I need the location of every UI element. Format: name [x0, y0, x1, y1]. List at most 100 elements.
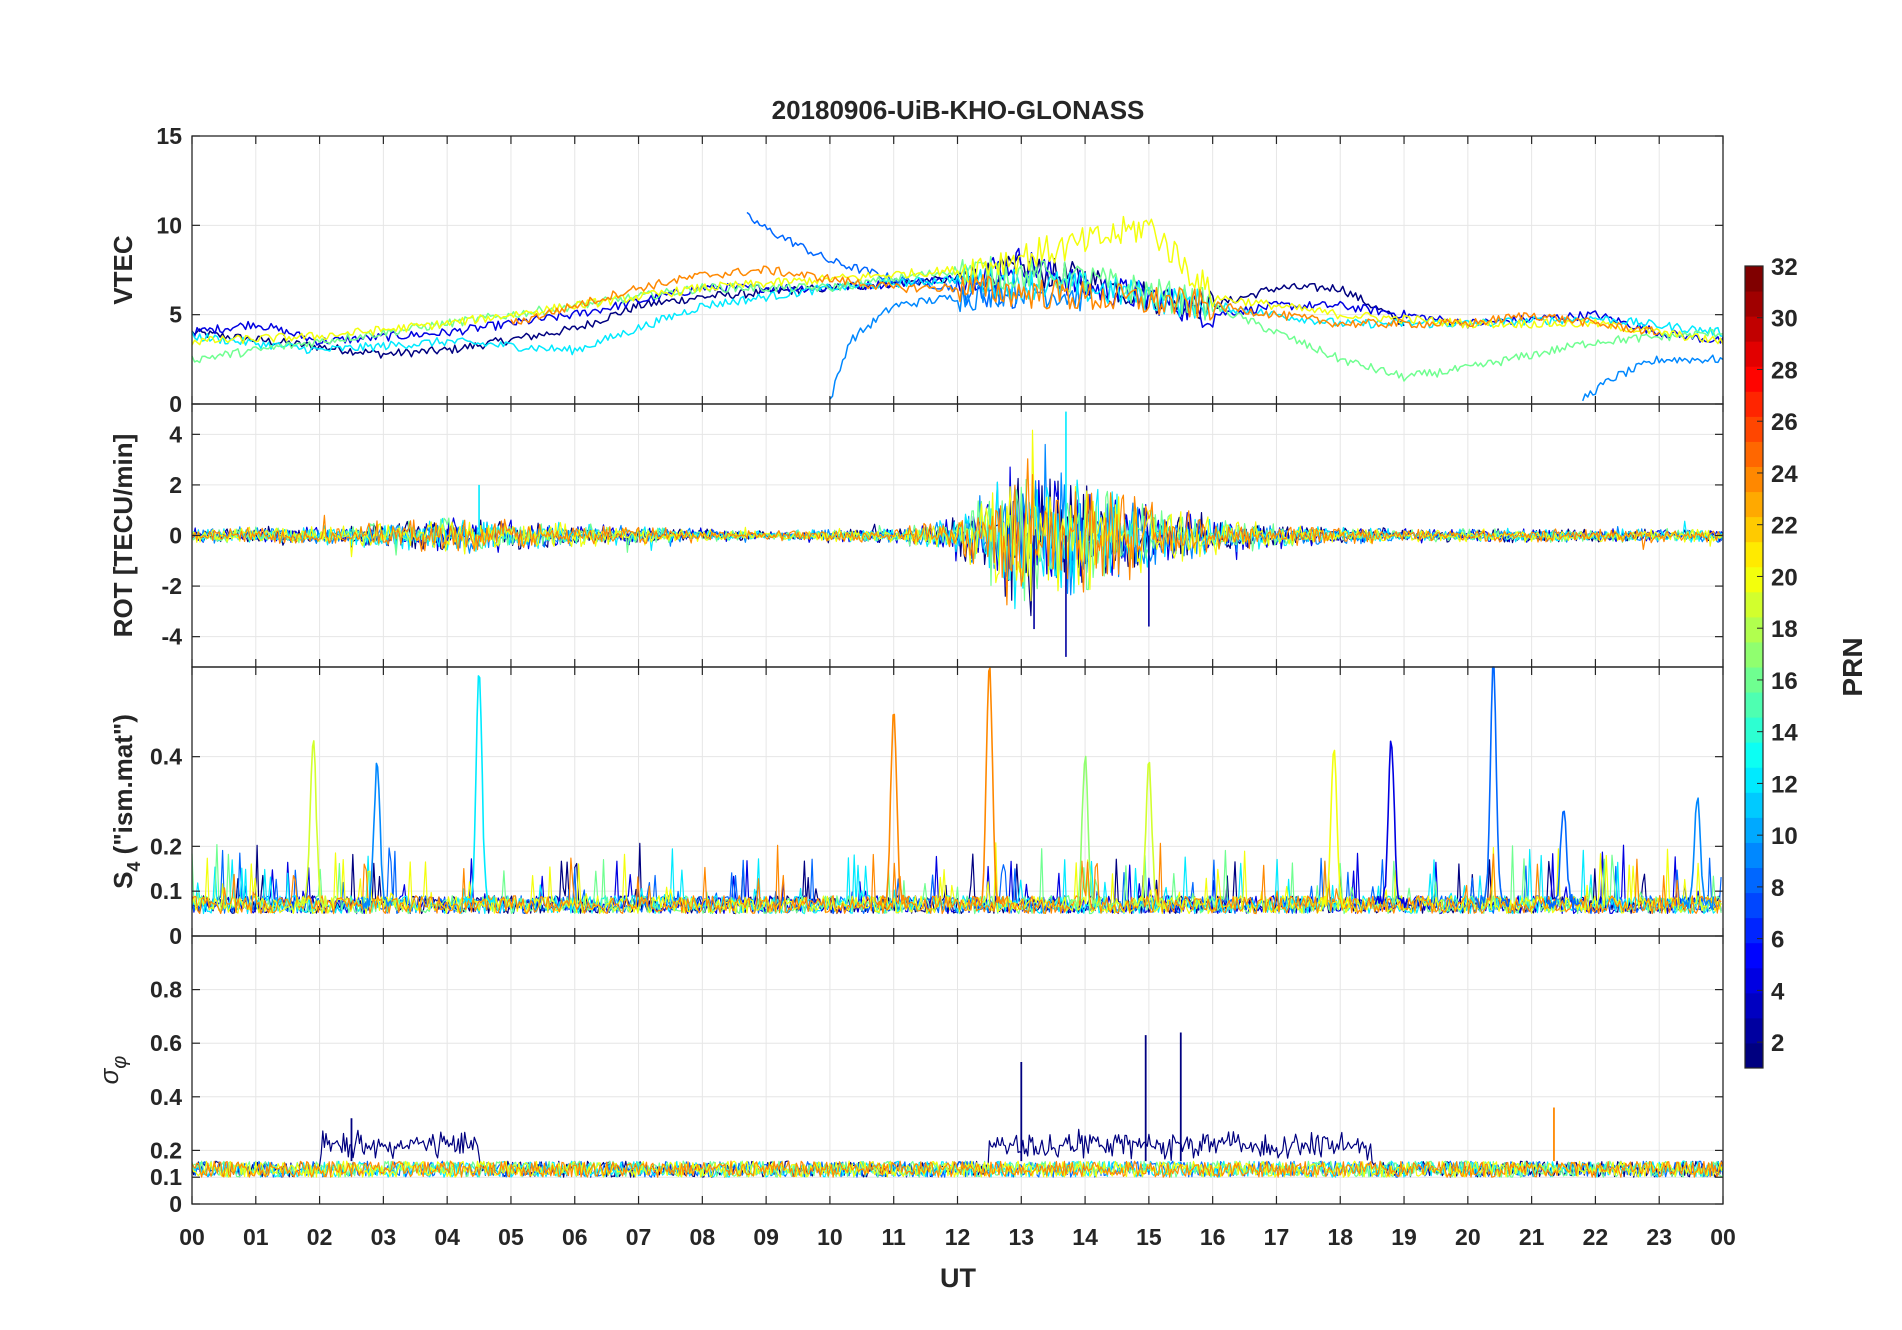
x-tick-label: 20	[1455, 1224, 1481, 1250]
colorbar-label: PRN	[1837, 637, 1868, 696]
colorbar-cell	[1745, 566, 1763, 593]
colorbar-cell	[1745, 516, 1763, 543]
sigma-phi-ytick-label: 0.1	[150, 1164, 182, 1190]
x-tick-label: 13	[1008, 1224, 1034, 1250]
s4-peak-line	[1317, 749, 1351, 909]
colorbar-cell	[1745, 441, 1763, 467]
colorbar-cell	[1745, 616, 1763, 643]
s4-ylabel: S4 ("ism.mat")	[108, 714, 144, 889]
colorbar-cell	[1745, 291, 1763, 317]
colorbar-cell	[1745, 817, 1763, 843]
vtec-series-line	[191, 215, 1724, 346]
rot-ylabel: ROT [TECU/min]	[108, 434, 138, 638]
rot-ytick-label: -4	[162, 624, 183, 650]
vtec-ytick-label: 0	[169, 391, 182, 417]
colorbar-tick-label: 12	[1771, 771, 1798, 798]
x-tick-label: 15	[1136, 1224, 1162, 1250]
sigma-phi-series-line	[191, 1160, 1724, 1178]
sigma-phi-ytick-label: 0	[169, 1191, 182, 1217]
vtec-series	[191, 211, 1724, 402]
x-tick-label: 18	[1327, 1224, 1353, 1250]
sigma-phi-ytick-label: 0.8	[150, 977, 182, 1003]
rot-ytick-label: 2	[169, 472, 182, 498]
x-tick-label: 22	[1583, 1224, 1609, 1250]
colorbar-tick-label: 24	[1771, 461, 1798, 488]
s4-panel: 0 0.1 0.2 0.4 S4 ("ism.mat")	[108, 666, 1724, 949]
colorbar-cell	[1745, 416, 1763, 442]
colorbar-cell	[1745, 391, 1763, 417]
colorbar-cell	[1745, 1017, 1763, 1044]
rot-series-line	[191, 429, 1724, 602]
x-tick-label: 09	[753, 1224, 779, 1250]
vtec-panel: 0 5 10 15 VTEC	[108, 123, 1724, 417]
x-tick-label: 10	[817, 1224, 843, 1250]
s4-peak-line	[1680, 797, 1715, 910]
x-tick-label: 00	[179, 1224, 205, 1250]
sigma-phi-ytick-label: 0.6	[150, 1030, 182, 1056]
x-tick-label: 07	[626, 1224, 652, 1250]
s4-ytick-label: 0.1	[150, 878, 182, 904]
colorbar-cell	[1745, 692, 1763, 718]
colorbar-tick-label: 4	[1771, 978, 1785, 1005]
sigma-phi-ylabel: σφ	[94, 1056, 131, 1085]
vtec-ytick-label: 5	[169, 302, 182, 328]
colorbar-cell	[1745, 942, 1763, 969]
colorbar-tick-label: 8	[1771, 875, 1784, 902]
colorbar-cell	[1745, 466, 1763, 493]
colorbar-tick-label: 32	[1771, 254, 1798, 281]
vtec-series-line	[191, 254, 1405, 359]
x-tick-labels: 00 01 02 03 04 05 06 07 08 09 10 11 12 13 14 15 16 17 18 19…	[179, 1224, 1736, 1250]
sigma-phi-panel: 00.10.2 0.4 0.6 0.8 σφ	[94, 935, 1724, 1217]
colorbar-cell	[1745, 792, 1763, 818]
rot-ytick-label: 4	[169, 421, 182, 447]
s4-series-line	[191, 842, 1722, 915]
rot-ytick-label: -2	[162, 573, 182, 599]
vtec-series-line	[191, 255, 1724, 382]
x-tick-label: 14	[1072, 1224, 1098, 1250]
s4-ytick-label: 0.2	[150, 833, 182, 859]
x-tick-label: 05	[498, 1224, 524, 1250]
colorbar-cell	[1745, 717, 1763, 743]
x-tick-label: 00	[1710, 1224, 1736, 1250]
sigma-phi-series-line	[191, 1160, 1724, 1178]
vtec-series-line	[191, 263, 1724, 356]
vtec-series-line	[510, 265, 1660, 336]
vtec-ylabel: VTEC	[108, 235, 138, 305]
colorbar-cell	[1745, 867, 1763, 894]
x-tick-label: 02	[307, 1224, 333, 1250]
s4-peak-line	[1546, 810, 1580, 910]
colorbar-frame	[1744, 265, 1764, 1069]
colorbar-cell	[1745, 1042, 1763, 1069]
colorbar-tick-label: 22	[1771, 513, 1798, 540]
colorbar-tick-label: 18	[1771, 616, 1798, 643]
colorbar-tick-label: 14	[1771, 720, 1798, 747]
colorbar-tick-label: 20	[1771, 564, 1798, 591]
colorbar-tick-label: 26	[1771, 409, 1798, 436]
s4-peak-line	[1068, 755, 1102, 908]
rot-series-line	[191, 479, 1724, 610]
x-tick-label: 11	[882, 1224, 907, 1250]
x-tick-label: 19	[1391, 1224, 1417, 1250]
x-tick-label: 16	[1200, 1224, 1226, 1250]
s4-ytick-label: 0	[169, 923, 182, 949]
colorbar-tick-label: 10	[1771, 823, 1798, 850]
s4-peak-line	[1476, 666, 1511, 910]
s4-peak-line	[972, 667, 1006, 907]
s4-peak-line	[1132, 761, 1165, 910]
sigma-phi-yticks: 00.10.2 0.4 0.6 0.8	[150, 936, 1724, 1217]
x-tick-label: 17	[1264, 1224, 1290, 1250]
rot-yticks: -4 -2 0 2 4	[162, 404, 1724, 667]
sigma-phi-ytick-label: 0.2	[150, 1137, 182, 1163]
s4-series-line	[191, 844, 1722, 915]
colorbar-cell	[1745, 641, 1763, 668]
colorbar-cell	[1745, 742, 1763, 768]
colorbar-cell	[1745, 491, 1763, 518]
x-tick-label: 06	[562, 1224, 588, 1250]
s4-peak-line	[360, 762, 393, 910]
colorbar-cell	[1745, 366, 1763, 392]
x-tick-label: 21	[1519, 1224, 1545, 1250]
rot-panel: -4 -2 0 2 4 ROT [TECU/min]	[108, 403, 1724, 668]
rot-ytick-label: 0	[169, 523, 182, 549]
